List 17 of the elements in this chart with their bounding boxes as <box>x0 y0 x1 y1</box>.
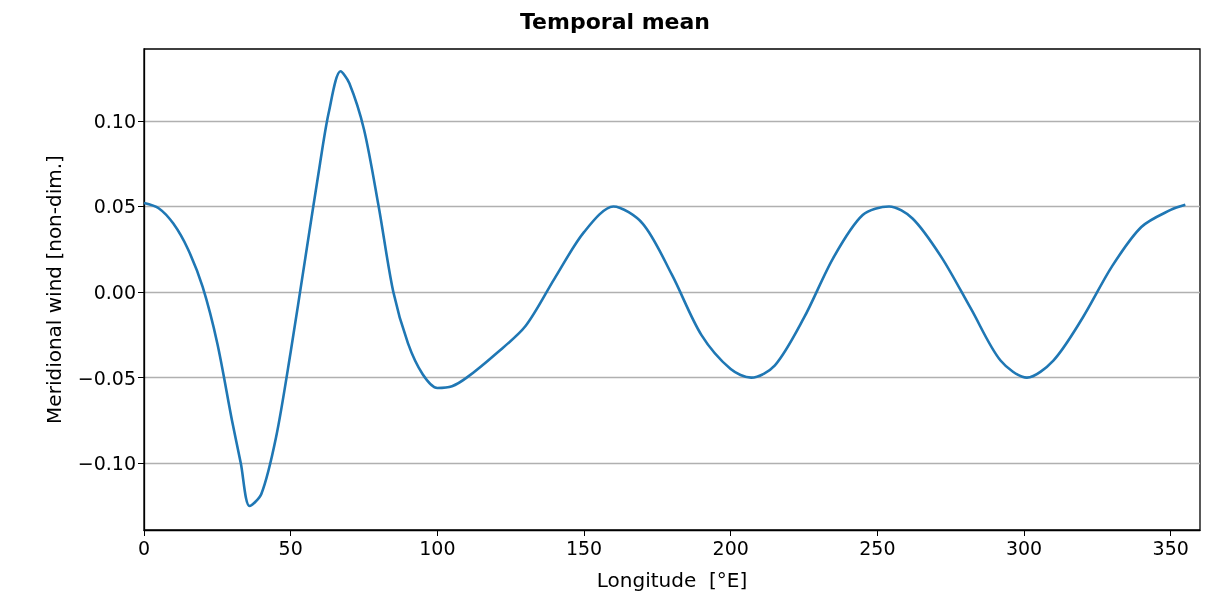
line-series <box>142 69 1187 508</box>
x-tick-label: 200 <box>712 536 749 559</box>
y-tick-label: −0.05 <box>77 366 136 389</box>
x-axis-title: Longitude [°E] <box>596 568 748 592</box>
x-tick-label: 350 <box>1152 536 1189 559</box>
x-tick-label: 300 <box>1005 536 1043 559</box>
y-tick-label: 0.00 <box>93 281 136 304</box>
x-tick-label: 100 <box>419 536 456 559</box>
y-tick-label: −0.10 <box>77 452 136 475</box>
x-tick-label: 50 <box>278 536 303 559</box>
y-tick-label: 0.10 <box>93 109 136 132</box>
x-tick-label: 250 <box>859 536 896 559</box>
y-axis-title: Meridional wind [non-dim.] <box>42 155 66 424</box>
x-tick-label: 0 <box>137 536 151 559</box>
x-tick-label: 150 <box>565 536 603 559</box>
chart-title: Temporal mean <box>519 8 711 34</box>
y-tick-label: 0.05 <box>93 195 136 218</box>
